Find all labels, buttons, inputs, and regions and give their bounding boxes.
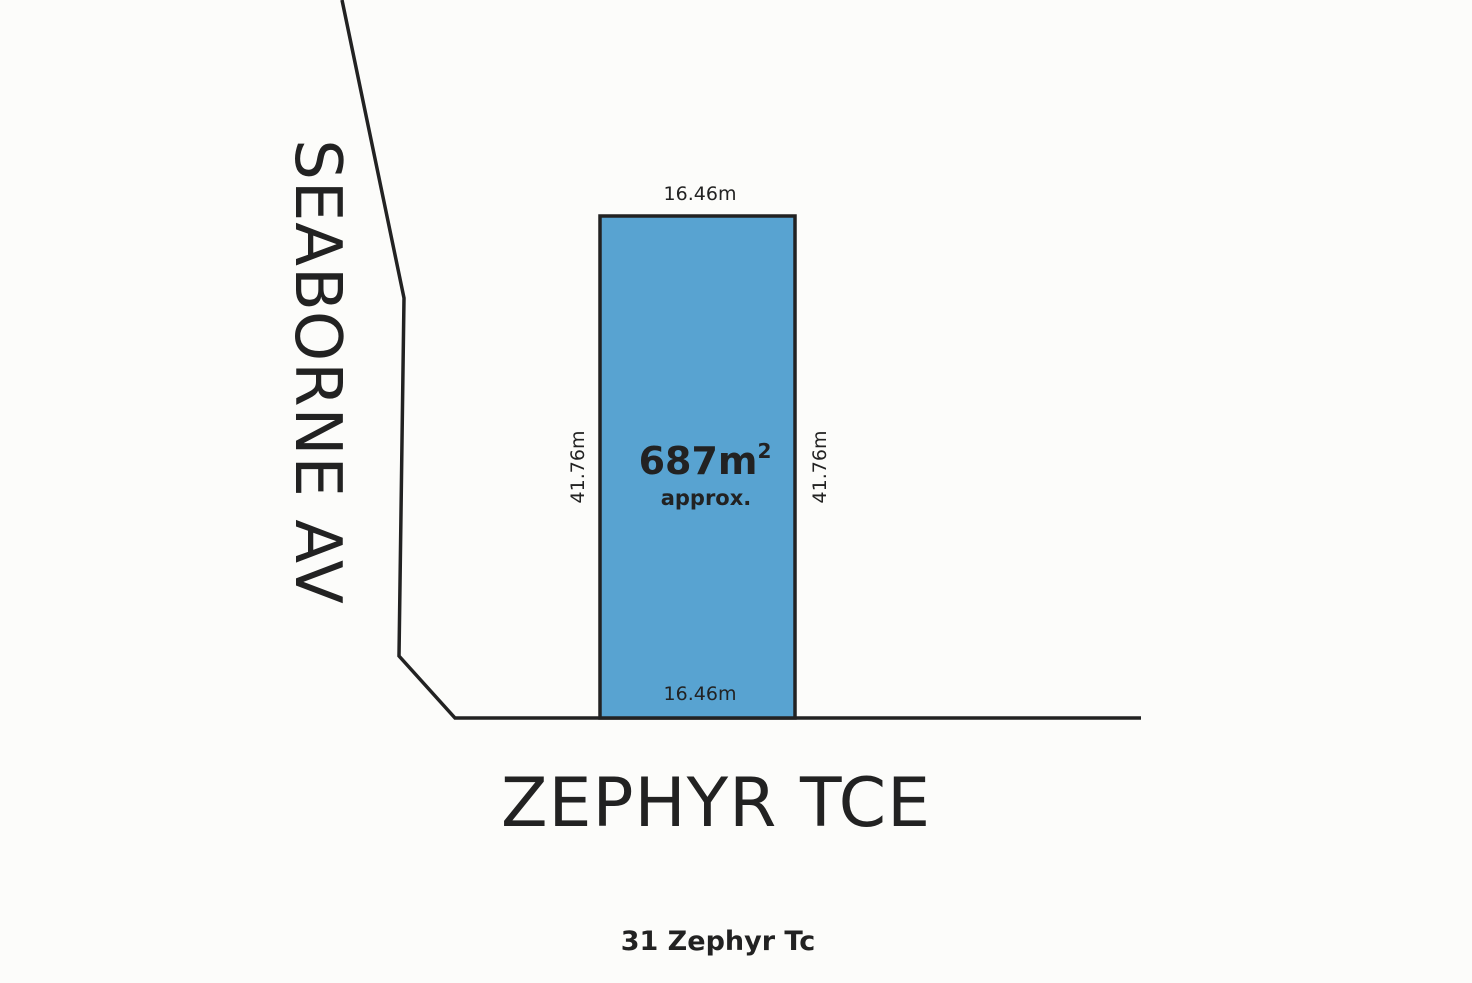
right-depth-label: 41.76m — [809, 431, 831, 504]
lot-parcel — [598, 214, 797, 720]
side-street-name: SEABORNE AV — [280, 139, 354, 605]
area-note: approx. — [661, 486, 752, 510]
area-superscript: 2 — [758, 439, 772, 463]
lot-area: 687m2 — [639, 439, 772, 483]
address-label: 31 Zephyr Tc — [621, 926, 816, 957]
front-street-name: ZEPHYR TCE — [501, 764, 931, 843]
area-value: 687m — [639, 439, 758, 483]
bottom-frontage-label: 16.46m — [664, 683, 737, 705]
top-frontage-label: 16.46m — [664, 183, 737, 205]
left-depth-label: 41.76m — [567, 431, 589, 504]
